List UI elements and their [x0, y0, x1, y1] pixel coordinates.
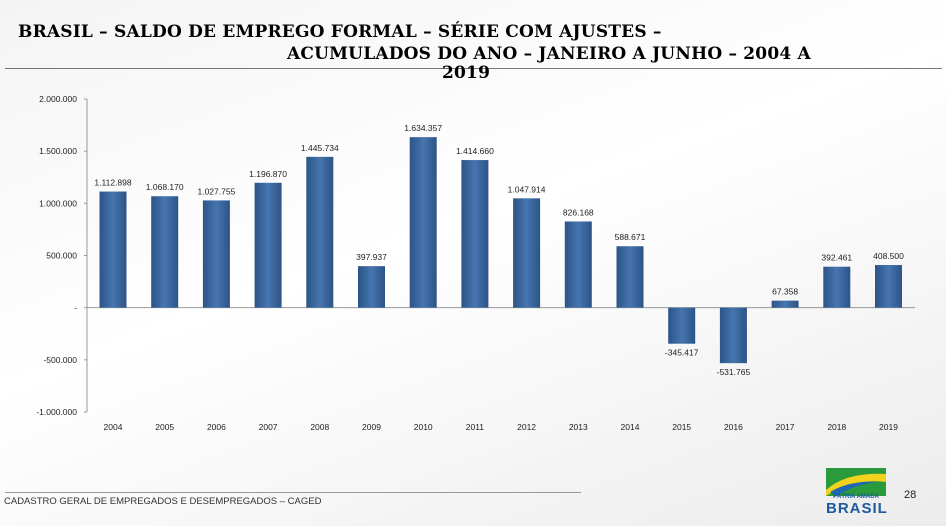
data-label: 1.634.357: [404, 123, 442, 133]
y-tick-label: 500.000: [46, 251, 77, 261]
flag-swoosh-icon: [826, 468, 886, 496]
title-divider: [5, 68, 942, 69]
bar-2012: [513, 198, 541, 308]
patria-amada-brasil-logo: PÁTRIA AMADA BRASIL: [826, 468, 888, 520]
data-label: 1.047.914: [508, 184, 546, 194]
x-tick-label: 2014: [621, 422, 640, 432]
data-label: 392.461: [821, 253, 852, 263]
x-tick-label: 2012: [517, 422, 536, 432]
data-label: 408.500: [873, 251, 904, 261]
x-tick-label: 2005: [155, 422, 174, 432]
data-label: 1.445.734: [301, 143, 339, 153]
bar-2014: [616, 246, 644, 308]
bar-2009: [358, 266, 385, 308]
x-tick-label: 2008: [310, 422, 329, 432]
title-line-3: 2019: [442, 63, 491, 83]
data-label: -345.417: [665, 348, 699, 358]
y-tick-label: -: [74, 303, 77, 313]
data-label: 1.112.898: [94, 178, 131, 188]
bar-2005: [151, 196, 179, 308]
x-tick-label: 2019: [879, 422, 898, 432]
bar-2010: [409, 137, 437, 308]
x-tick-label: 2011: [466, 422, 485, 432]
bar-2011: [461, 160, 489, 308]
x-tick-label: 2015: [672, 422, 691, 432]
x-tick-label: 2016: [724, 422, 743, 432]
y-tick-label: -500.000: [43, 355, 77, 365]
y-tick-label: 1.500.000: [39, 146, 77, 156]
bar-2015: [668, 307, 696, 344]
bar-2004: [99, 191, 127, 308]
data-label: 1.196.870: [249, 169, 287, 179]
data-label: 1.068.170: [146, 182, 184, 192]
x-tick-label: 2004: [104, 422, 123, 432]
x-tick-label: 2009: [362, 422, 381, 432]
x-tick-label: 2007: [259, 422, 278, 432]
bar-2016: [719, 307, 747, 364]
data-label: 826.168: [563, 207, 594, 217]
bar-2019: [875, 265, 902, 308]
y-tick-label: -1.000.000: [36, 407, 77, 417]
bar-2008: [306, 156, 334, 308]
bar-2017: [771, 300, 799, 308]
data-label: 1.027.755: [197, 186, 235, 196]
data-label: 397.937: [356, 252, 387, 262]
title-line-2: ACUMULADOS DO ANO – JANEIRO A JUNHO – 20…: [287, 44, 811, 64]
title-line-1: BRASIL – SALDO DE EMPREGO FORMAL – SÉRIE…: [18, 22, 662, 42]
data-label: 1.414.660: [456, 146, 494, 156]
x-tick-label: 2013: [569, 422, 588, 432]
bar-2018: [823, 266, 851, 308]
data-label: 67.358: [772, 287, 798, 297]
y-tick-label: 2.000.000: [39, 94, 77, 104]
x-tick-label: 2006: [207, 422, 226, 432]
x-tick-label: 2010: [414, 422, 433, 432]
bar-2006: [202, 200, 230, 308]
footer-source: CADASTRO GERAL DE EMPREGADOS E DESEMPREG…: [4, 496, 322, 507]
data-label: 588.671: [615, 232, 646, 242]
logo-text-1: PÁTRIA AMADA: [833, 494, 879, 500]
page-number: 28: [904, 489, 917, 501]
bar-2007: [254, 182, 282, 308]
y-tick-label: 1.000.000: [39, 198, 77, 208]
footer-divider: [5, 492, 581, 493]
x-tick-label: 2017: [776, 422, 795, 432]
x-tick-label: 2018: [827, 422, 846, 432]
bar-2013: [564, 221, 592, 308]
data-label: -531.765: [717, 367, 751, 377]
logo-text-2: BRASIL: [826, 500, 888, 517]
